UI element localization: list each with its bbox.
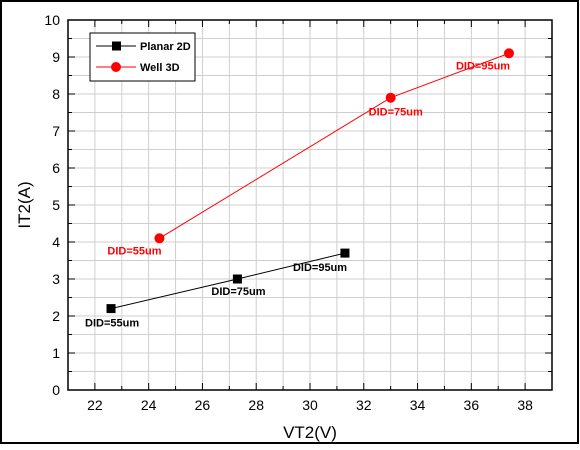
data-point	[385, 92, 396, 103]
legend-marker	[112, 41, 121, 51]
data-point	[232, 274, 242, 284]
data-label: DID=55um	[85, 318, 139, 330]
y-tick-label: 5	[52, 197, 60, 213]
legend-label: Planar 2D	[140, 41, 191, 53]
y-tick-label: 0	[52, 382, 60, 398]
x-tick-label: 34	[410, 397, 426, 413]
x-tick-label: 24	[141, 397, 157, 413]
y-tick-label: 2	[52, 308, 60, 324]
y-tick-label: 6	[52, 160, 60, 176]
x-tick-label: 28	[248, 397, 264, 413]
legend-marker	[111, 62, 121, 72]
y-tick-label: 1	[52, 345, 60, 361]
x-tick-label: 26	[195, 397, 211, 413]
y-tick-label: 7	[52, 123, 60, 139]
y-tick-label: 3	[52, 271, 60, 287]
y-axis-title: IT2(A)	[15, 181, 34, 228]
x-tick-label: 22	[87, 397, 103, 413]
data-point	[340, 248, 350, 258]
y-tick-label: 10	[44, 12, 60, 28]
x-tick-label: 32	[356, 397, 372, 413]
data-label: DID=75um	[211, 286, 265, 298]
y-tick-label: 4	[52, 234, 60, 250]
x-tick-label: 36	[464, 397, 480, 413]
data-point	[106, 304, 116, 314]
x-axis-title: VT2(V)	[283, 423, 337, 442]
y-tick-label: 8	[52, 86, 60, 102]
y-tick-label: 9	[52, 49, 60, 65]
data-point	[503, 48, 514, 59]
x-tick-label: 38	[517, 397, 533, 413]
legend-box	[89, 32, 196, 82]
legend-label: Well 3D	[140, 62, 180, 74]
data-point	[154, 233, 165, 244]
data-label: DID=55um	[107, 245, 161, 257]
data-label: DID=95um	[456, 60, 510, 72]
data-label: DID=95um	[293, 262, 347, 274]
x-tick-label: 30	[302, 397, 318, 413]
data-label: DID=75um	[369, 107, 423, 119]
